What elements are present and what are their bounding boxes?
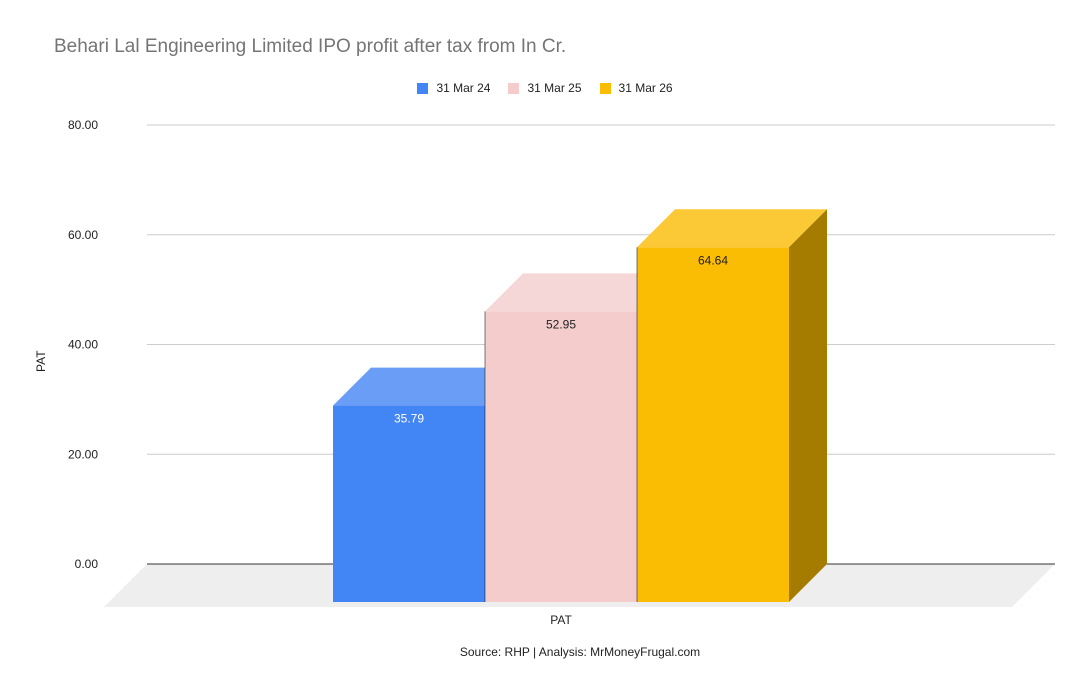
source-note: Source: RHP | Analysis: MrMoneyFrugal.co… (459, 645, 701, 659)
legend-swatch (417, 82, 429, 94)
y-tick-label: 0.00 (75, 557, 99, 571)
bar-top (485, 273, 675, 312)
chart-title: Behari Lal Engineering Limited IPO profi… (54, 36, 567, 57)
bar-top (333, 367, 523, 406)
data-label: 64.64 (698, 253, 728, 267)
legend-label: 31 Mar 26 (618, 81, 673, 95)
legend-item: 31 Mar 24 (417, 81, 490, 95)
legend: 31 Mar 24 31 Mar 25 31 Mar 26 (0, 81, 1090, 95)
legend-label: 31 Mar 24 (436, 81, 491, 95)
legend-swatch (508, 82, 520, 94)
legend-swatch (599, 82, 611, 94)
x-axis-label: PAT (550, 613, 572, 627)
bar (637, 247, 789, 602)
bar (485, 311, 637, 602)
legend-item: 31 Mar 26 (599, 81, 673, 95)
legend-label: 31 Mar 25 (527, 81, 582, 95)
bar-top (637, 209, 827, 248)
y-tick-label: 60.00 (68, 228, 98, 242)
y-tick-label: 80.00 (68, 118, 98, 132)
y-tick-label: 20.00 (68, 447, 98, 461)
bar-side (789, 209, 827, 602)
data-label: 52.95 (546, 317, 576, 331)
y-tick-label: 40.00 (68, 338, 98, 352)
legend-item: 31 Mar 25 (508, 81, 582, 95)
data-label: 35.79 (394, 412, 424, 426)
bar (333, 405, 485, 602)
